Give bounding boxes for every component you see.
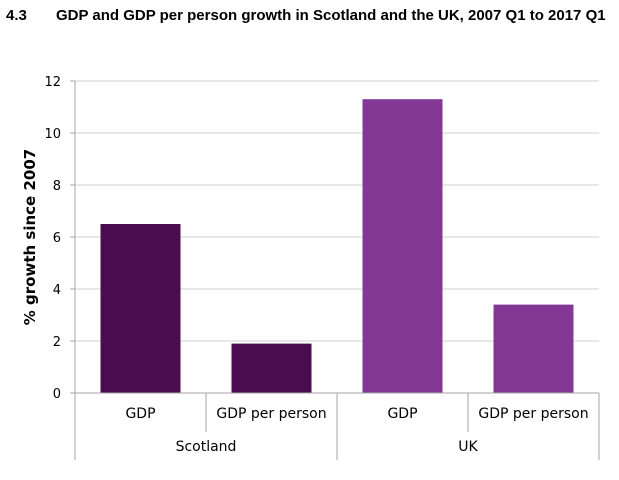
y-tick-label: 6 bbox=[53, 231, 61, 246]
bar-scotland-gdp-per-person bbox=[231, 343, 312, 393]
category-label: GDP per person bbox=[216, 406, 326, 422]
category-label: GDP per person bbox=[478, 406, 588, 422]
bars bbox=[100, 99, 574, 393]
y-tick-label: 2 bbox=[53, 335, 61, 350]
y-tick-labels: 0 2 4 6 8 10 12 bbox=[44, 75, 61, 402]
category-labels: GDP GDP per person GDP GDP per person Scotla… bbox=[125, 406, 588, 455]
bar-uk-gdp bbox=[362, 99, 443, 393]
y-tick-label: 12 bbox=[44, 75, 61, 90]
y-tick-label: 8 bbox=[53, 179, 61, 194]
axes bbox=[70, 80, 600, 460]
y-tick-label: 0 bbox=[53, 387, 61, 402]
y-tick-label: 10 bbox=[44, 127, 61, 142]
y-tick-label: 4 bbox=[53, 283, 61, 298]
chart-title: 4.3 GDP and GDP per person growth in Scot… bbox=[6, 6, 612, 26]
figure-title: GDP and GDP per person growth in Scotlan… bbox=[56, 7, 606, 24]
group-label: Scotland bbox=[176, 439, 237, 455]
category-label: GDP bbox=[125, 406, 155, 422]
group-label: UK bbox=[458, 439, 478, 455]
y-axis-label: % growth since 2007 bbox=[21, 149, 39, 325]
bar-uk-gdp-per-person bbox=[493, 304, 574, 393]
bar-scotland-gdp bbox=[100, 224, 181, 393]
category-label: GDP bbox=[387, 406, 417, 422]
figure-number: 4.3 bbox=[6, 7, 27, 24]
